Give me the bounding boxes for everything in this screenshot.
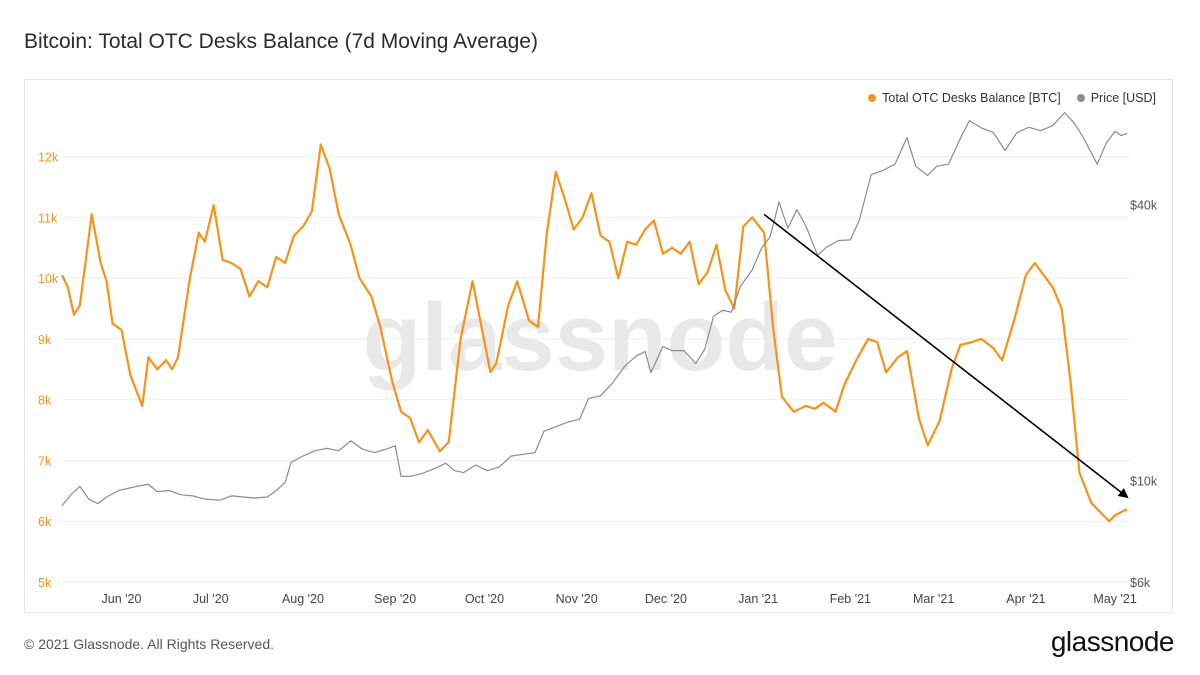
x-tick-label: Dec '20 <box>645 592 687 606</box>
y-left-tick-label: 6k <box>38 515 52 529</box>
x-tick-label: Nov '20 <box>556 592 598 606</box>
legend-dot-balance-icon <box>868 94 877 102</box>
y-right-tick-label: $10k <box>1130 474 1158 488</box>
x-tick-label: Feb '21 <box>830 592 871 606</box>
x-tick-label: Jul '20 <box>193 592 229 606</box>
glassnode-logo[interactable]: glassnode <box>1050 626 1175 657</box>
y-left-tick-label: 10k <box>38 272 59 286</box>
y-left-tick-label: 12k <box>38 151 59 165</box>
legend-item-price[interactable]: Price [USD] <box>1076 91 1156 105</box>
y-left-tick-label: 9k <box>38 333 52 347</box>
trend-arrow <box>763 213 1129 499</box>
price-line <box>61 111 1128 507</box>
balance-line <box>61 143 1128 523</box>
x-tick-label: Jun '20 <box>102 592 142 606</box>
y-left-tick-label: 8k <box>38 394 52 408</box>
chart-title: Bitcoin: Total OTC Desks Balance (7d Mov… <box>24 30 538 53</box>
y-left-tick-label: 11k <box>38 211 58 225</box>
chart-legend: Total OTC Desks Balance [BTC] Price [USD… <box>868 91 1156 105</box>
legend-item-balance[interactable]: Total OTC Desks Balance [BTC] <box>868 91 1061 105</box>
x-tick-label: Apr '21 <box>1006 592 1045 606</box>
x-tick-label: Oct '20 <box>465 592 504 606</box>
legend-dot-price-icon <box>1076 94 1085 102</box>
watermark: glassnode <box>363 284 838 391</box>
chart-panel <box>24 79 1173 613</box>
x-tick-label: Jan '21 <box>738 592 778 606</box>
copyright-text: © 2021 Glassnode. All Rights Reserved. <box>24 636 275 652</box>
x-tick-label: Aug '20 <box>282 592 324 606</box>
y-right-tick-label: $6k <box>1130 576 1151 590</box>
legend-label-price: Price [USD] <box>1090 91 1156 105</box>
y-left-tick-label: 5k <box>38 576 52 590</box>
x-tick-label: Mar '21 <box>913 592 954 606</box>
x-tick-label: Sep '20 <box>374 592 416 606</box>
y-right-tick-label: $40k <box>1130 199 1158 213</box>
x-tick-label: May '21 <box>1093 592 1136 606</box>
legend-label-balance: Total OTC Desks Balance [BTC] <box>882 91 1061 105</box>
y-left-tick-label: 7k <box>38 454 52 468</box>
